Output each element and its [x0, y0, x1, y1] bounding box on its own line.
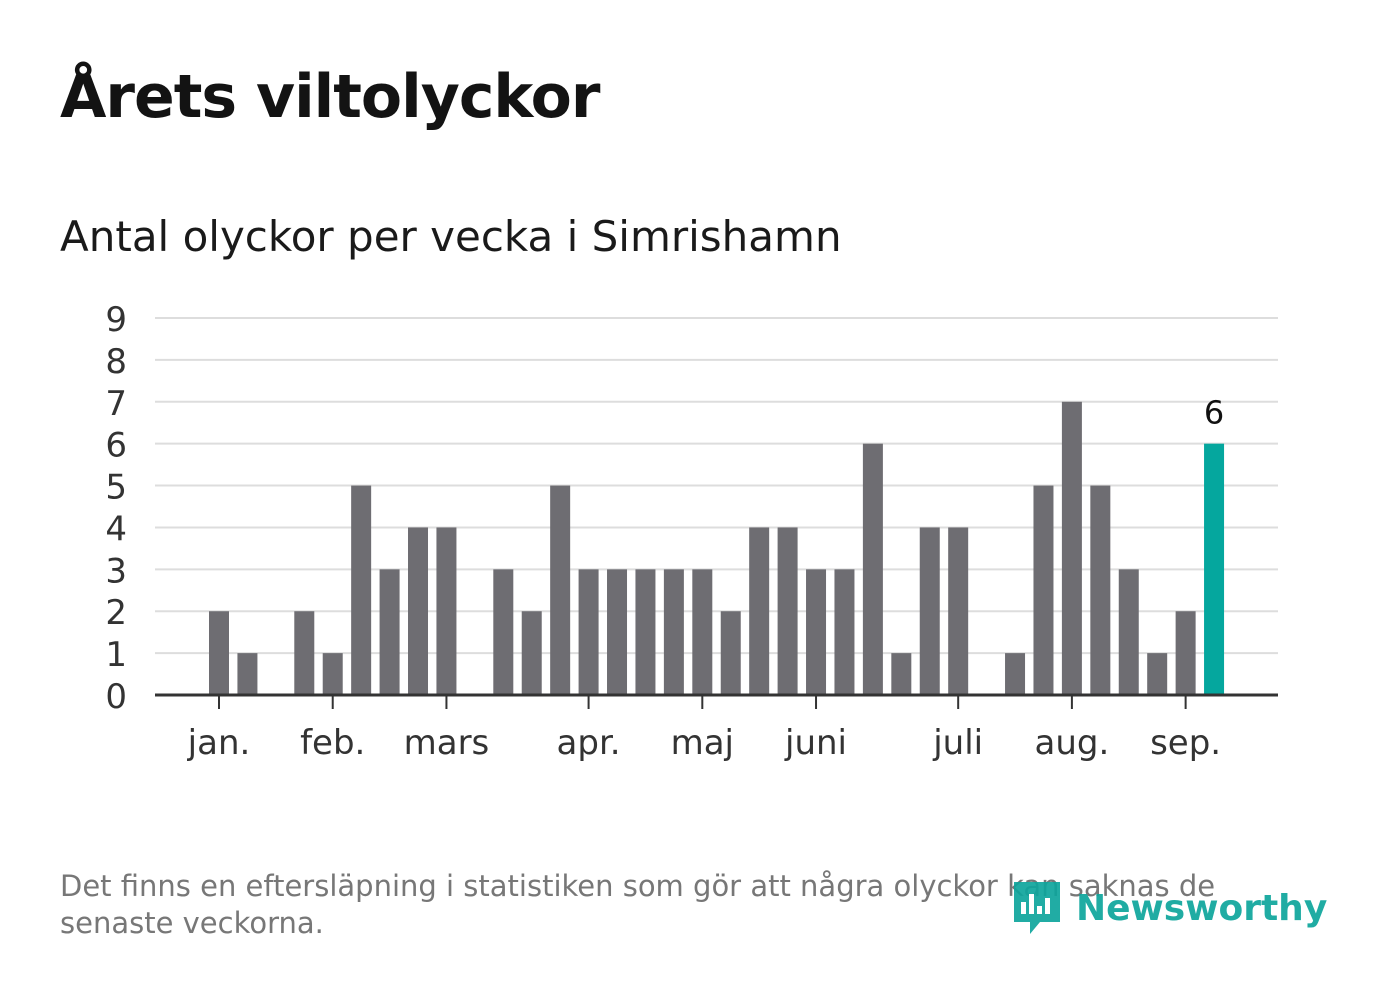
y-tick-label: 4: [105, 509, 127, 549]
bar: [635, 569, 656, 695]
bar: [862, 443, 883, 695]
bar: [720, 611, 741, 695]
bar: [1033, 485, 1054, 695]
bar: [408, 527, 429, 695]
bar: [1147, 653, 1168, 695]
x-axis: jan. feb. mars apr. maj juni juli aug. sep.: [155, 693, 1278, 763]
bar: [351, 485, 372, 695]
bar: [493, 569, 514, 695]
bar: [322, 653, 343, 695]
x-tick-label: aug.: [1035, 723, 1110, 763]
x-tick-label: jan.: [187, 723, 251, 763]
y-tick-label: 2: [105, 593, 127, 633]
newsworthy-logo-icon: [1014, 882, 1060, 934]
bar: [1061, 401, 1082, 695]
y-tick-label: 3: [105, 551, 127, 591]
bar: [1118, 569, 1139, 695]
data-label: 6: [1204, 394, 1224, 432]
bar: [806, 569, 827, 695]
bar: [749, 527, 770, 695]
y-tick-label: 7: [105, 384, 127, 424]
y-tick-label: 9: [105, 300, 127, 340]
bar: [578, 569, 599, 695]
x-tick-label: sep.: [1150, 723, 1221, 763]
chart-subtitle: Antal olyckor per vecka i Simrishamn: [60, 212, 842, 261]
bar: [692, 569, 713, 695]
chart-title: Årets viltolyckor: [60, 62, 600, 132]
bar: [1175, 611, 1196, 695]
y-tick-label: 1: [105, 635, 127, 675]
bars: [209, 401, 1225, 695]
x-tick-label: maj: [671, 723, 734, 763]
bar: [209, 611, 229, 695]
y-tick-label: 8: [105, 342, 127, 382]
x-tick-label: mars: [404, 723, 490, 763]
bar: [294, 611, 315, 695]
bar: [834, 569, 855, 695]
bar: [1005, 653, 1026, 695]
bar: [1090, 485, 1111, 695]
bar: [550, 485, 571, 695]
y-tick-label: 0: [105, 677, 127, 717]
newsworthy-logo[interactable]: Newsworthy: [1010, 876, 1327, 940]
bar: [379, 569, 400, 695]
bar: [919, 527, 940, 695]
brand-name: Newsworthy: [1076, 887, 1328, 929]
bar: [777, 527, 798, 695]
bar: [663, 569, 684, 695]
bar: [521, 611, 542, 695]
bar: [436, 527, 457, 695]
bar: [607, 569, 628, 695]
bar: [948, 527, 969, 695]
x-tick-label: juni: [784, 723, 847, 763]
y-tick-label: 5: [105, 468, 127, 508]
data-labels: 6: [1204, 394, 1224, 432]
bar: [237, 653, 258, 695]
bar: [891, 653, 912, 695]
bar-highlight: [1204, 443, 1225, 695]
x-tick-label: juli: [932, 723, 983, 763]
y-tick-label: 6: [105, 426, 127, 466]
x-tick-label: apr.: [557, 723, 621, 763]
x-tick-label: feb.: [300, 723, 365, 763]
